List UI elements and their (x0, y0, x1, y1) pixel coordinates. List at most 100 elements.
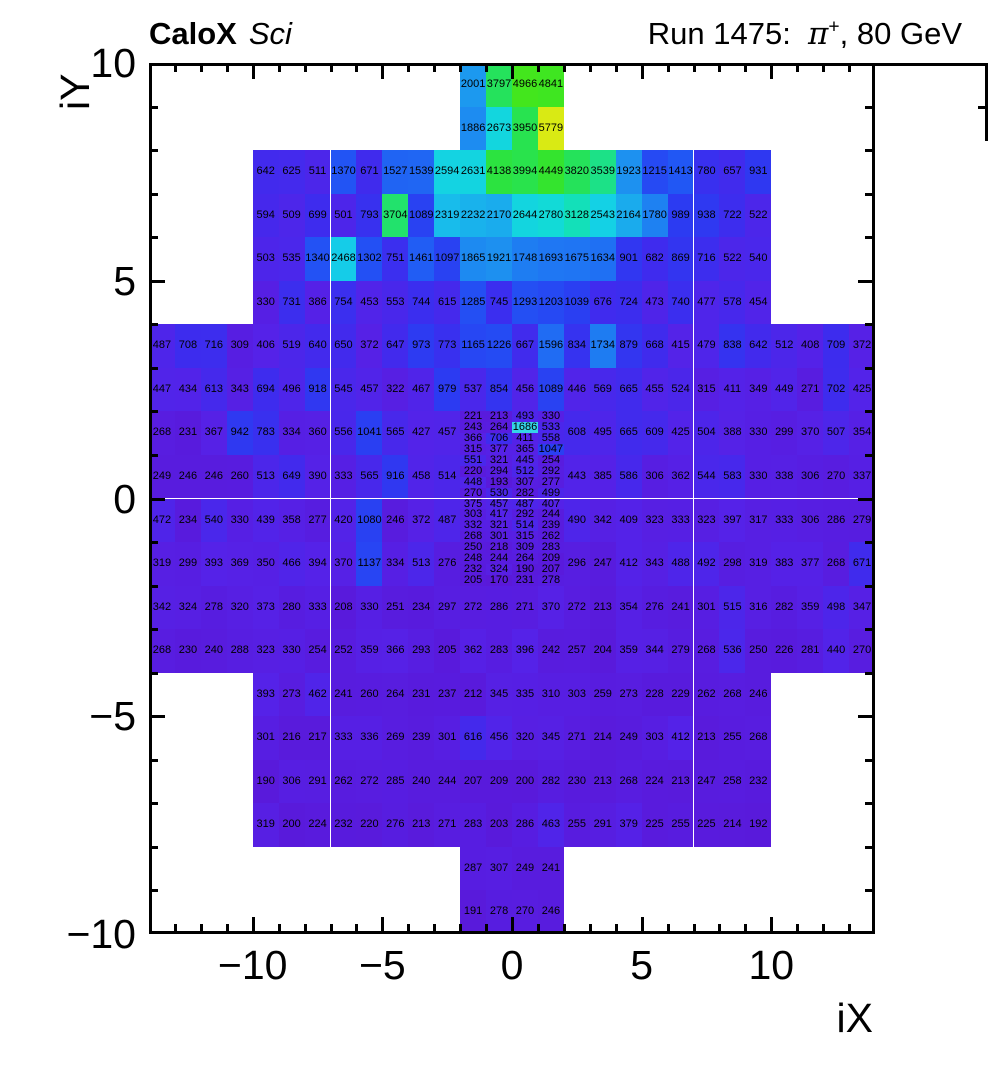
heatmap-cell: 212 (460, 672, 487, 717)
x-tick (433, 924, 437, 931)
heatmap-cell: 409 (615, 498, 642, 543)
heatmap-cell: 262 (693, 672, 720, 717)
heatmap-cell: 609 (641, 411, 668, 455)
heatmap-cell: 586 (615, 454, 642, 499)
x-tick (355, 924, 359, 931)
heatmap-cell: 1285 (460, 280, 487, 325)
y-tick-mirror (865, 845, 872, 849)
heatmap-cell: 1748 (512, 237, 538, 281)
y-tick (151, 584, 158, 588)
heatmap-cell: 330 (278, 629, 305, 673)
heatmap-cell: 324 (174, 585, 201, 630)
x-tick (822, 924, 826, 931)
x-tick (588, 924, 592, 931)
heatmap-cell: 642 (745, 324, 772, 368)
x-tick-mirror (511, 65, 514, 79)
heatmap-cell: 291 (304, 759, 331, 804)
heatmap-cell: 2319 (434, 193, 461, 238)
heatmap-cell: 333 (330, 454, 357, 499)
heatmap-cell: 276 (434, 542, 461, 586)
heatmap-cell: 1865 (460, 237, 487, 281)
x-tick-mirror (173, 65, 177, 72)
heatmap-cell: 307 (486, 846, 512, 891)
heatmap-cell: 1539 (408, 150, 435, 194)
heatmap-cell: 2170 (486, 193, 512, 238)
heatmap-cell: 209 (486, 759, 512, 804)
y-tick-mirror (865, 149, 872, 153)
heatmap-cell: 306 (797, 454, 824, 499)
heatmap-cell: 307 (512, 476, 538, 488)
heatmap-cell: 533 (537, 422, 564, 434)
x-tick (485, 924, 489, 931)
y-tick-mirror (865, 453, 872, 457)
heatmap-cell: 255 (667, 803, 694, 847)
heatmap-cell: 535 (278, 237, 305, 281)
pi-charge-superscript: + (828, 16, 840, 38)
heatmap-cell: 640 (304, 324, 331, 368)
heatmap-cell: 241 (537, 846, 564, 891)
heatmap-cell: 370 (330, 542, 357, 586)
y-tick (151, 192, 158, 196)
x-tick-mirror (640, 65, 644, 79)
x-tick (744, 924, 748, 931)
heatmap-cell: 427 (408, 411, 435, 455)
heatmap-cell: 205 (460, 574, 487, 586)
heatmap-cell: 278 (537, 574, 564, 586)
heatmap-cell: 2780 (537, 193, 564, 238)
heatmap-cell: 297 (434, 585, 461, 630)
heatmap-cell: 241 (330, 672, 357, 717)
heatmap-cell: 315 (693, 367, 720, 412)
heatmap-cell: 342 (149, 585, 175, 630)
x-tick (718, 924, 722, 931)
heatmap-cell: 1039 (563, 280, 590, 325)
heatmap-cell: 699 (304, 193, 331, 238)
heatmap-cell: 359 (356, 629, 383, 673)
heatmap-cell: 671 (356, 150, 383, 194)
heatmap-cell: 406 (252, 324, 279, 368)
heatmap-cell: 463 (537, 803, 564, 847)
heatmap-cell: 193 (486, 476, 512, 488)
heatmap-cell: 473 (641, 280, 668, 325)
y-tick (151, 453, 158, 457)
heatmap-cell: 271 (563, 716, 590, 760)
heatmap-cell: 1527 (382, 150, 409, 194)
y-tick-label: −5 (89, 693, 136, 740)
heatmap-cell: 613 (200, 367, 227, 412)
heatmap-cell: 397 (719, 498, 746, 543)
heatmap-cell: 217 (304, 716, 331, 760)
heatmap-cell: 205 (434, 629, 461, 673)
heatmap-cell: 276 (641, 585, 668, 630)
heatmap-cell: 192 (745, 803, 772, 847)
x-tick-mirror (822, 65, 826, 72)
heatmap-cell: 1047 (537, 443, 564, 456)
heatmap-cell: 296 (563, 542, 590, 586)
heatmap-cell: 458 (408, 454, 435, 499)
y-tick-mirror (865, 323, 872, 327)
heatmap-cell: 417 (486, 509, 512, 521)
heatmap-cell: 230 (174, 629, 201, 673)
heatmap-cell: 239 (537, 520, 564, 532)
heatmap-cell: 434 (174, 367, 201, 412)
heatmap-cell: 240 (200, 629, 227, 673)
heatmap-cell: 425 (667, 411, 694, 455)
heatmap-cell: 3994 (512, 150, 538, 194)
heatmap-cell: 271 (512, 585, 538, 630)
heatmap-cell: 443 (563, 454, 590, 499)
x-tick (640, 917, 644, 931)
heatmap-cell: 273 (615, 672, 642, 717)
heatmap-cell: 268 (719, 672, 746, 717)
x-tick-mirror (614, 65, 618, 72)
heatmap-cell: 280 (278, 585, 305, 630)
heatmap-cell: 709 (823, 324, 850, 368)
heatmap-cell: 412 (615, 542, 642, 586)
heatmap-cell: 301 (434, 716, 461, 760)
heatmap-cell: 372 (356, 324, 383, 368)
heatmap-cell: 722 (719, 193, 746, 238)
heatmap-cell: 343 (226, 367, 253, 412)
heatmap-cell: 209 (537, 553, 564, 564)
heatmap-cell: 228 (641, 672, 668, 717)
heatmap-cell: 4138 (486, 150, 512, 194)
heatmap-cell: 301 (252, 716, 279, 760)
heatmap-cell: 224 (304, 803, 331, 847)
